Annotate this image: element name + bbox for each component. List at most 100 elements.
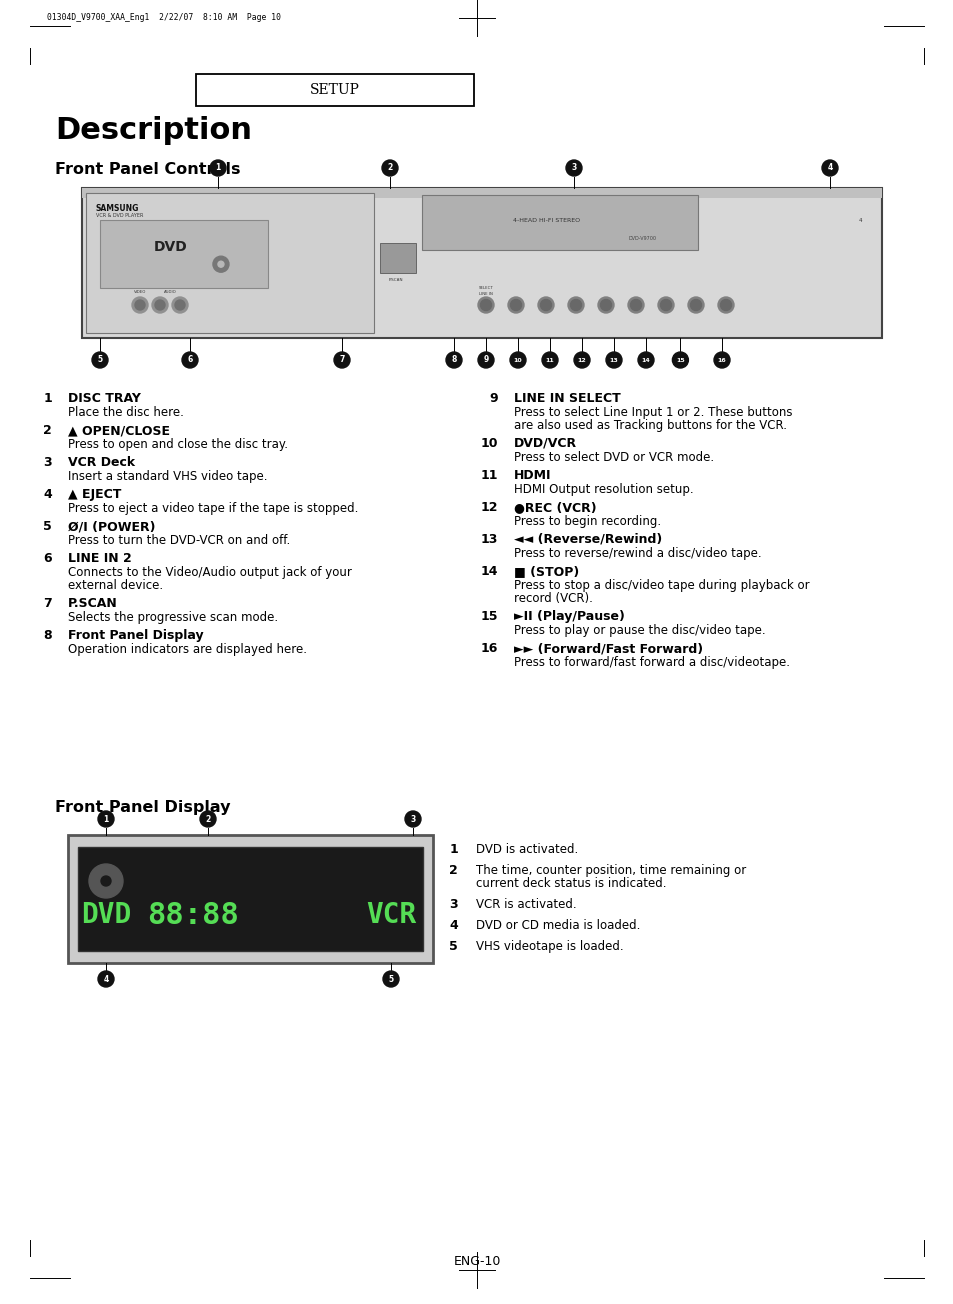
Text: 8: 8 [451,356,456,365]
Text: Front Panel Display: Front Panel Display [68,629,203,642]
Text: ►II (Play/Pause): ►II (Play/Pause) [514,610,624,623]
Text: 10: 10 [513,357,521,363]
Text: 16: 16 [480,642,497,655]
Text: DVD is activated.: DVD is activated. [476,842,578,855]
Text: Front Panel Display: Front Panel Display [55,799,231,815]
Text: SETUP: SETUP [310,83,359,96]
Text: are also used as Tracking buttons for the VCR.: are also used as Tracking buttons for th… [514,419,786,432]
Text: 7: 7 [339,356,344,365]
Text: 88:88: 88:88 [147,901,238,930]
Text: Press to turn the DVD-VCR on and off.: Press to turn the DVD-VCR on and off. [68,535,290,546]
Text: 14: 14 [641,357,650,363]
Circle shape [570,300,581,310]
Text: 1: 1 [103,815,109,824]
Text: 15: 15 [480,610,497,623]
Text: current deck status is indicated.: current deck status is indicated. [476,878,666,891]
Circle shape [507,297,523,313]
Text: Connects to the Video/Audio output jack of your: Connects to the Video/Audio output jack … [68,566,352,579]
Text: 3: 3 [43,456,52,469]
Text: 11: 11 [480,469,497,482]
Circle shape [658,297,673,313]
Circle shape [510,352,525,368]
Circle shape [720,300,731,310]
Circle shape [446,352,461,368]
Circle shape [174,300,185,310]
Circle shape [638,352,654,368]
Circle shape [718,297,733,313]
Text: VCR Deck: VCR Deck [68,456,135,469]
Text: ENG-10: ENG-10 [453,1254,500,1267]
Text: record (VCR).: record (VCR). [514,592,592,605]
FancyBboxPatch shape [379,243,416,273]
Circle shape [690,300,700,310]
Text: LINE IN: LINE IN [478,292,493,296]
Circle shape [405,811,420,827]
Circle shape [630,300,640,310]
Text: 01304D_V9700_XAA_Eng1  2/22/07  8:10 AM  Page 10: 01304D_V9700_XAA_Eng1 2/22/07 8:10 AM Pa… [47,13,281,22]
Circle shape [101,876,111,885]
Text: 5: 5 [97,356,103,365]
Circle shape [659,300,671,310]
Text: Operation indicators are displayed here.: Operation indicators are displayed here. [68,643,307,656]
Text: DVD/VCR: DVD/VCR [514,437,577,450]
Text: 9: 9 [489,393,497,406]
Circle shape [480,300,491,310]
Text: Insert a standard VHS video tape.: Insert a standard VHS video tape. [68,469,267,482]
Text: VIDEO: VIDEO [133,289,146,293]
FancyBboxPatch shape [100,220,268,288]
Circle shape [98,971,113,987]
Text: VCR is activated.: VCR is activated. [476,898,576,911]
Text: 2: 2 [43,424,52,437]
Text: Press to play or pause the disc/video tape.: Press to play or pause the disc/video ta… [514,625,765,636]
FancyBboxPatch shape [78,848,422,951]
Circle shape [540,300,551,310]
Text: VHS videotape is loaded.: VHS videotape is loaded. [476,940,623,953]
Text: LINE IN SELECT: LINE IN SELECT [514,393,620,406]
Text: Press to reverse/rewind a disc/video tape.: Press to reverse/rewind a disc/video tap… [514,546,760,559]
Text: ▲ OPEN/CLOSE: ▲ OPEN/CLOSE [68,424,170,437]
Circle shape [821,160,837,176]
Circle shape [537,297,554,313]
Text: ◄◄ (Reverse/Rewind): ◄◄ (Reverse/Rewind) [514,533,661,546]
Text: SELECT: SELECT [478,286,493,289]
Text: 11: 11 [545,357,554,363]
Text: 5: 5 [43,520,52,533]
Circle shape [132,297,148,313]
Text: Press to select Line Input 1 or 2. These buttons: Press to select Line Input 1 or 2. These… [514,406,792,419]
Text: 3: 3 [410,815,416,824]
Circle shape [713,352,729,368]
Circle shape [567,297,583,313]
Circle shape [334,352,350,368]
Circle shape [477,297,494,313]
Text: 2: 2 [449,865,457,878]
Text: 2: 2 [205,815,211,824]
Text: ▲ EJECT: ▲ EJECT [68,488,121,501]
Circle shape [565,160,581,176]
Text: 1: 1 [215,163,220,172]
Text: 4: 4 [43,488,52,501]
Circle shape [91,352,108,368]
Text: 10: 10 [480,437,497,450]
Text: VCR & DVD PLAYER: VCR & DVD PLAYER [96,213,143,218]
Circle shape [598,297,614,313]
Text: P.SCAN: P.SCAN [388,278,402,282]
Text: DVD: DVD [81,901,131,928]
Text: Press to select DVD or VCR mode.: Press to select DVD or VCR mode. [514,451,714,464]
Text: P.SCAN: P.SCAN [68,597,117,610]
Circle shape [152,297,168,313]
Text: 5: 5 [388,974,394,983]
Text: DVD-V9700: DVD-V9700 [628,236,656,240]
Text: ■ (STOP): ■ (STOP) [514,565,578,578]
Text: Front Panel Controls: Front Panel Controls [55,162,240,177]
Text: 9: 9 [483,356,488,365]
Circle shape [687,297,703,313]
Text: ●REC (VCR): ●REC (VCR) [514,501,596,514]
Bar [82,188,882,198]
Circle shape [200,811,215,827]
Text: 14: 14 [480,565,497,578]
Text: Ø/I (POWER): Ø/I (POWER) [68,520,155,533]
Circle shape [172,297,188,313]
Text: HDMI: HDMI [514,469,551,482]
Circle shape [210,160,226,176]
Text: Press to forward/fast forward a disc/videotape.: Press to forward/fast forward a disc/vid… [514,656,789,669]
